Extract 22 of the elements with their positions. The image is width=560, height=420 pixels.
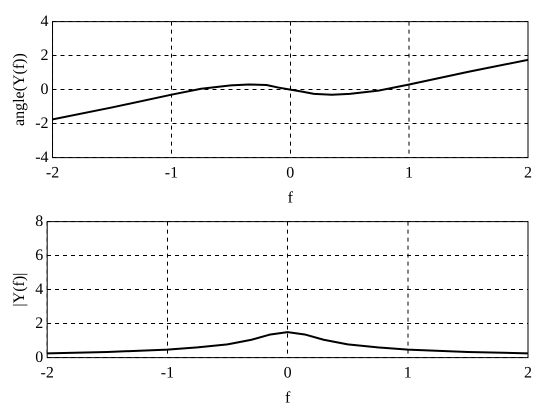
x-tick-label: 1 bbox=[405, 164, 414, 182]
y-tick-label: 6 bbox=[35, 246, 44, 264]
y-tick-label: 4 bbox=[40, 12, 49, 30]
y-tick-label: 8 bbox=[35, 212, 44, 230]
x-tick-label: -1 bbox=[164, 164, 178, 182]
y-axis-title: |Y(f)| bbox=[10, 272, 28, 307]
x-tick-label: 0 bbox=[286, 164, 294, 182]
x-tick-label: 1 bbox=[404, 364, 412, 382]
x-axis-title: f bbox=[284, 390, 291, 407]
y-tick-label: 0 bbox=[35, 348, 44, 366]
y-tick-label: 2 bbox=[35, 314, 44, 332]
x-tick-label: 2 bbox=[524, 364, 532, 382]
x-tick-label: -1 bbox=[160, 364, 174, 382]
y-tick-label: 4 bbox=[35, 280, 44, 298]
y-tick-label: -2 bbox=[35, 114, 49, 132]
x-tick-label: 0 bbox=[284, 364, 292, 382]
y-tick-label: 0 bbox=[40, 80, 49, 98]
y-axis-title: angle(Y(f)) bbox=[10, 53, 28, 126]
x-axis-title: f bbox=[288, 190, 294, 207]
x-tick-label: 2 bbox=[524, 164, 532, 182]
y-tick-label: 2 bbox=[40, 46, 49, 64]
y-tick-label: -4 bbox=[35, 148, 49, 166]
